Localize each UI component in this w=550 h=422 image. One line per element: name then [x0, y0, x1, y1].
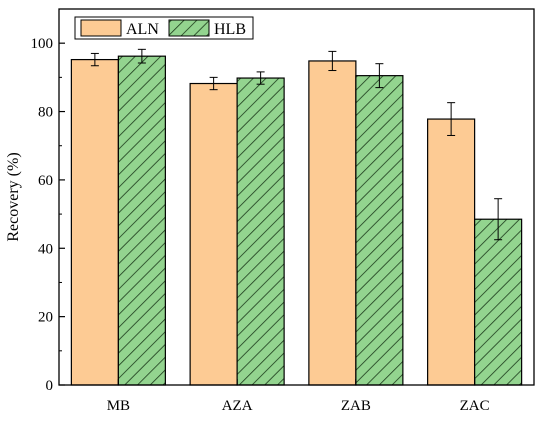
y-axis: 0 20 40 60 80 100 — [31, 36, 65, 394]
legend: ALN HLB — [74, 16, 254, 40]
legend-label-hlb: HLB — [214, 21, 246, 38]
y-tick-label: 60 — [38, 173, 53, 189]
legend-swatch-aln — [80, 19, 122, 37]
x-tick-label-zab: ZAB — [341, 398, 371, 414]
bar-hlb-aza — [236, 77, 285, 386]
bar-hlb-mb — [117, 55, 166, 386]
y-tick-label: 80 — [38, 105, 53, 121]
y-tick-label: 20 — [38, 310, 53, 326]
y-tick-label: 40 — [38, 241, 53, 257]
bar-hlb-zac — [474, 218, 523, 386]
y-axis-label: Recovery (%) — [5, 152, 22, 241]
bar-aln-mb — [70, 58, 119, 386]
bar-aln-aza — [189, 82, 238, 386]
bar-aln-zac — [427, 118, 476, 386]
legend-label-aln: ALN — [126, 21, 159, 38]
bars-group — [70, 55, 523, 386]
x-axis: MB AZA ZAB ZAC — [107, 379, 490, 414]
y-tick-label: 0 — [46, 378, 54, 394]
bar-hlb-zab — [355, 75, 404, 386]
x-tick-label-mb: MB — [107, 398, 130, 414]
error-bars-group — [90, 48, 503, 241]
x-tick-label-aza: AZA — [222, 398, 253, 414]
x-tick-label-zac: ZAC — [460, 398, 490, 414]
bar-aln-zab — [308, 60, 357, 386]
legend-swatch-hlb — [168, 19, 210, 37]
y-tick-label: 100 — [31, 36, 54, 52]
plot-frame — [58, 8, 535, 386]
